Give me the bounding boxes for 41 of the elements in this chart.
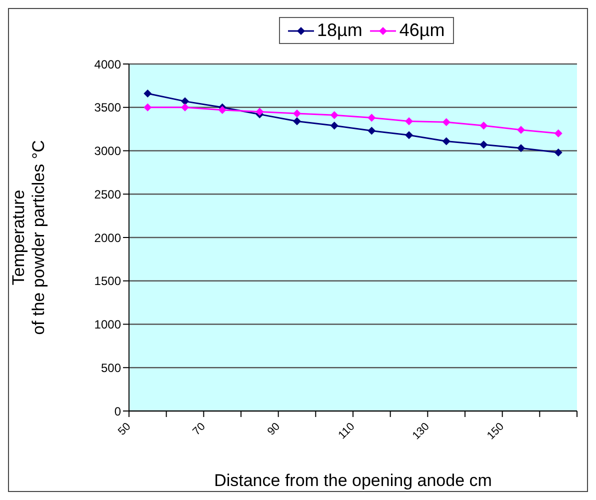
x-tick-label: 110 — [336, 420, 358, 442]
point — [256, 108, 264, 116]
y-tick-label: 0 — [114, 404, 122, 418]
y-axis-title: Temperature of the powder particles °C — [9, 140, 48, 335]
point — [480, 122, 488, 130]
x-tick-label: 70 — [190, 420, 208, 438]
legend-label: 46µm — [398, 20, 445, 41]
point — [517, 126, 525, 134]
y-tick-label: 4000 — [94, 57, 122, 72]
point — [405, 131, 413, 140]
legend-label: 18µm — [316, 20, 362, 41]
y-tick-label: 1000 — [94, 318, 122, 332]
x-axis-title: Distance from the opening anode cm — [214, 471, 492, 490]
x-tick-label: 130 — [410, 420, 432, 442]
point — [554, 148, 562, 156]
y-tick-label: 1500 — [94, 274, 122, 288]
point — [293, 117, 301, 126]
point — [330, 122, 338, 130]
y-tick-label: 3000 — [94, 144, 122, 158]
point — [442, 137, 450, 146]
point — [144, 103, 152, 112]
point — [517, 144, 525, 152]
point — [480, 140, 488, 149]
point — [368, 114, 376, 122]
x-tick-label: 150 — [485, 420, 507, 442]
point — [218, 106, 226, 114]
point — [181, 103, 189, 112]
y-tick-label: 2500 — [94, 187, 122, 202]
x-tick-label: 90 — [265, 420, 283, 438]
point — [144, 89, 152, 98]
point — [293, 109, 301, 118]
point — [330, 111, 338, 120]
point — [405, 117, 413, 126]
y-tick-label: 3500 — [94, 100, 122, 115]
x-tick-label: 50 — [116, 420, 134, 438]
point — [442, 118, 450, 126]
y-tick-label: 500 — [100, 360, 122, 375]
point — [181, 97, 189, 106]
point — [368, 126, 376, 135]
point — [554, 129, 562, 138]
y-tick-label: 2000 — [94, 230, 122, 245]
